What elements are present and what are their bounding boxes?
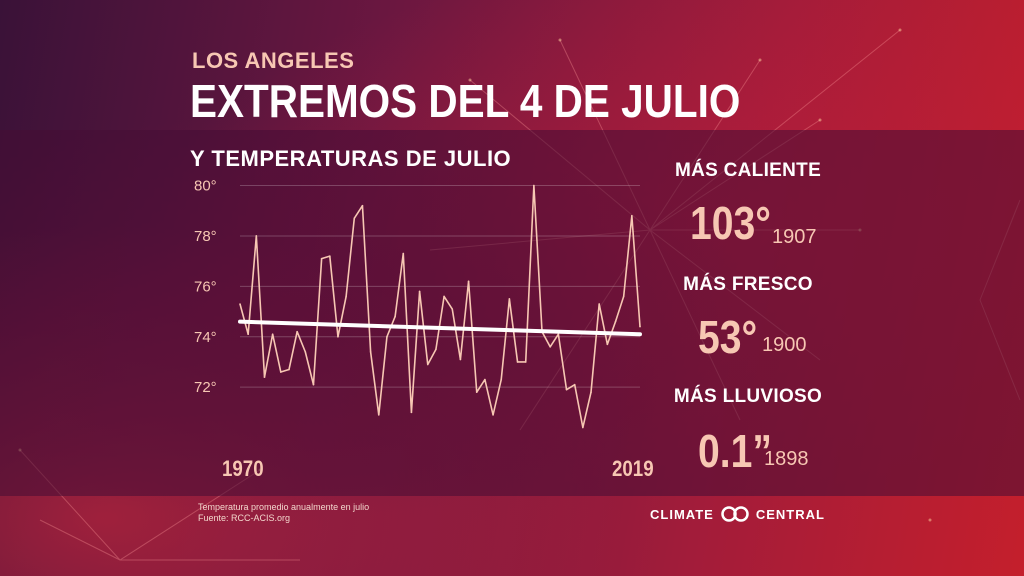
wettest-value: 0.1” bbox=[698, 425, 772, 477]
data-point bbox=[557, 333, 560, 336]
y-tick-label: 80° bbox=[194, 178, 217, 195]
data-point bbox=[598, 303, 600, 305]
data-point bbox=[361, 204, 364, 207]
chart-subtitle: Y TEMPERATURAS DE JULIO bbox=[190, 146, 512, 171]
data-point bbox=[590, 391, 592, 393]
data-point bbox=[394, 315, 396, 318]
wettest-year: 1898 bbox=[764, 448, 809, 470]
data-point bbox=[508, 298, 511, 300]
data-point bbox=[524, 361, 527, 363]
note-line-1: Temperatura promedio anualmente en julio bbox=[198, 502, 370, 512]
x-start-label: 1970 bbox=[222, 456, 264, 481]
july-temperature-line bbox=[239, 184, 641, 429]
data-point bbox=[312, 383, 315, 386]
data-point bbox=[573, 383, 576, 386]
data-point bbox=[549, 346, 552, 348]
page-title: EXTREMOS DEL 4 DE JULIO bbox=[190, 75, 741, 127]
data-point bbox=[239, 303, 241, 305]
data-point bbox=[459, 358, 462, 361]
data-point bbox=[500, 378, 503, 381]
data-point bbox=[467, 280, 470, 283]
data-point bbox=[451, 308, 454, 310]
data-point bbox=[386, 335, 388, 338]
data-point bbox=[614, 320, 617, 323]
data-point bbox=[280, 371, 282, 373]
data-point bbox=[255, 235, 258, 237]
data-point bbox=[418, 290, 421, 293]
data-point bbox=[443, 295, 445, 298]
data-point bbox=[484, 378, 486, 381]
coolest-value: 53° bbox=[698, 311, 758, 363]
trend-line bbox=[238, 319, 642, 337]
data-point bbox=[582, 426, 584, 429]
temperature-line-chart: 80° 78° 76° 74° 72° bbox=[194, 178, 642, 429]
data-point bbox=[337, 335, 339, 338]
source-note: Temperatura promedio anualmente en julio… bbox=[198, 502, 369, 524]
data-point bbox=[247, 333, 249, 336]
coolest-label: MÁS FRESCO bbox=[683, 274, 813, 295]
data-point bbox=[377, 414, 380, 416]
data-point bbox=[304, 351, 307, 353]
data-point bbox=[631, 215, 633, 217]
climate-central-logo: CLIMATE CENTRAL bbox=[650, 506, 825, 522]
y-tick-label: 78° bbox=[194, 228, 217, 245]
brand-text-left: CLIMATE bbox=[650, 506, 714, 522]
data-point bbox=[369, 351, 372, 353]
data-point bbox=[402, 252, 405, 255]
coolest-year: 1900 bbox=[762, 334, 807, 356]
y-tick-label: 74° bbox=[194, 329, 217, 346]
data-point bbox=[475, 391, 478, 393]
y-tick-label: 72° bbox=[194, 379, 217, 396]
data-point bbox=[328, 255, 331, 257]
data-point bbox=[533, 184, 535, 187]
data-point bbox=[492, 414, 494, 416]
data-point bbox=[320, 257, 323, 260]
data-point bbox=[606, 343, 609, 346]
data-point bbox=[565, 388, 568, 391]
data-point bbox=[296, 330, 298, 333]
hottest-label: MÁS CALIENTE bbox=[674, 160, 822, 181]
data-point bbox=[622, 295, 625, 298]
data-point bbox=[288, 368, 290, 371]
data-point bbox=[353, 217, 356, 220]
brand-text-right: CENTRAL bbox=[755, 506, 825, 522]
y-tick-label: 76° bbox=[194, 278, 217, 295]
data-point bbox=[410, 411, 413, 414]
city-label: LOS ANGELES bbox=[192, 48, 355, 73]
data-point bbox=[435, 348, 437, 351]
note-line-2: Fuente: RCC-ACIS.org bbox=[198, 513, 291, 523]
data-point bbox=[263, 376, 266, 378]
data-point bbox=[345, 295, 347, 298]
hottest-year: 1907 bbox=[772, 226, 817, 248]
data-point bbox=[639, 325, 641, 328]
x-end-label: 2019 bbox=[612, 456, 654, 481]
hottest-value: 103° bbox=[690, 197, 771, 249]
brand-rings-icon bbox=[721, 506, 749, 522]
data-point bbox=[271, 333, 274, 336]
data-point bbox=[426, 363, 429, 366]
data-point bbox=[516, 361, 519, 363]
wettest-label: MÁS LLUVIOSO bbox=[673, 386, 823, 407]
